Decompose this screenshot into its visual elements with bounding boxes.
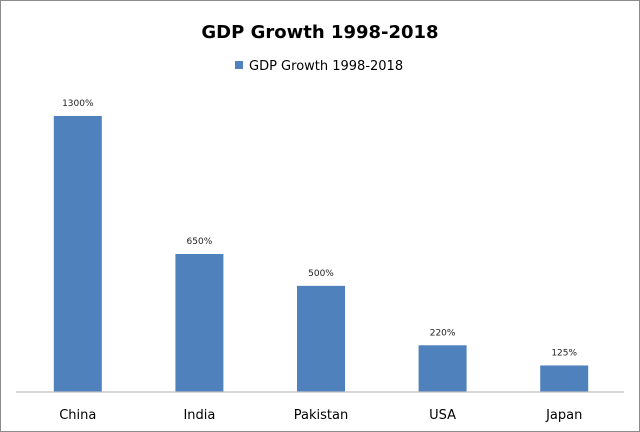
data-label-pakistan: 500%: [308, 269, 334, 279]
category-label-india: India: [183, 408, 215, 423]
category-label-usa: USA: [429, 408, 456, 423]
bar-india: [175, 254, 224, 392]
data-label-india: 650%: [187, 237, 213, 247]
legend-swatch: [235, 61, 243, 69]
data-label-china: 1300%: [62, 99, 94, 109]
bar-japan: [540, 365, 589, 392]
category-label-china: China: [59, 408, 96, 423]
category-label-pakistan: Pakistan: [294, 408, 348, 423]
bar-pakistan: [297, 285, 345, 392]
bar-usa: [418, 345, 467, 392]
chart-title: GDP Growth 1998-2018: [201, 22, 438, 43]
bar-china: [53, 116, 102, 392]
data-label-japan: 125%: [551, 348, 577, 358]
category-label-japan: Japan: [545, 408, 582, 423]
data-label-usa: 220%: [430, 328, 456, 338]
legend-label: GDP Growth 1998-2018: [249, 59, 403, 74]
legend: GDP Growth 1998-2018: [235, 59, 403, 74]
